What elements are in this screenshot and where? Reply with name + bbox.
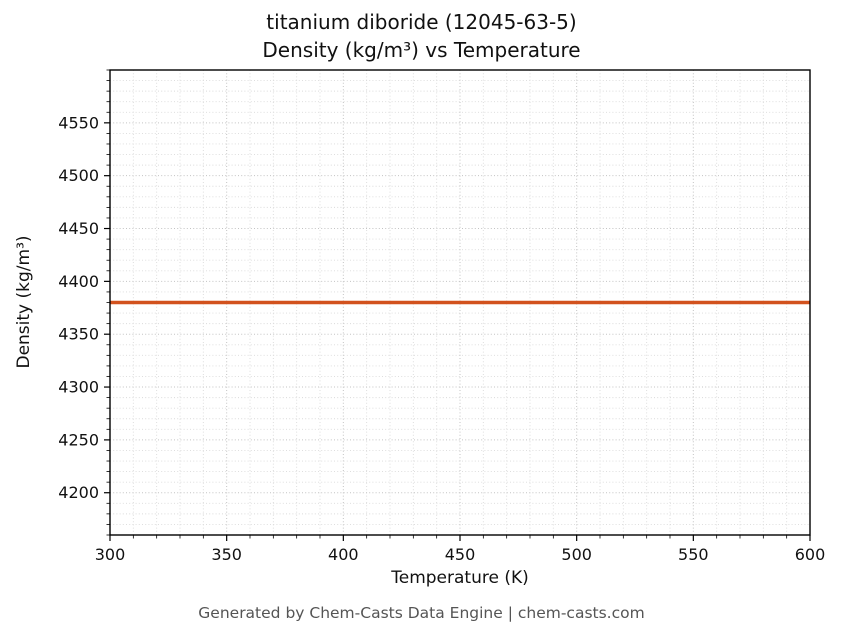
y-tick-label: 4250 [58,430,99,449]
x-tick-label: 400 [328,545,359,564]
x-tick-label: 550 [678,545,709,564]
chart-title-line2: Density (kg/m³) vs Temperature [262,38,581,63]
x-tick-label: 500 [561,545,592,564]
y-tick-label: 4500 [58,166,99,185]
x-tick-label: 350 [211,545,242,564]
chart-title: titanium diboride (12045-63-5) Density (… [0,8,843,65]
y-tick-label: 4350 [58,325,99,344]
y-tick-label: 4400 [58,272,99,291]
y-tick-label: 4200 [58,483,99,502]
x-tick-label: 300 [95,545,126,564]
plot-border [109,69,811,536]
y-tick-label: 4300 [58,378,99,397]
x-axis-label: Temperature (K) [391,568,529,588]
y-tick-label: 4450 [58,219,99,238]
y-tick-label: 4550 [58,113,99,132]
x-tick-label: 600 [795,545,826,564]
chart-title-line1: titanium diboride (12045-63-5) [266,10,577,34]
footer-caption: Generated by Chem-Casts Data Engine | ch… [198,604,645,622]
y-axis-label: Density (kg/m³) [14,235,34,369]
x-tick-label: 450 [445,545,476,564]
